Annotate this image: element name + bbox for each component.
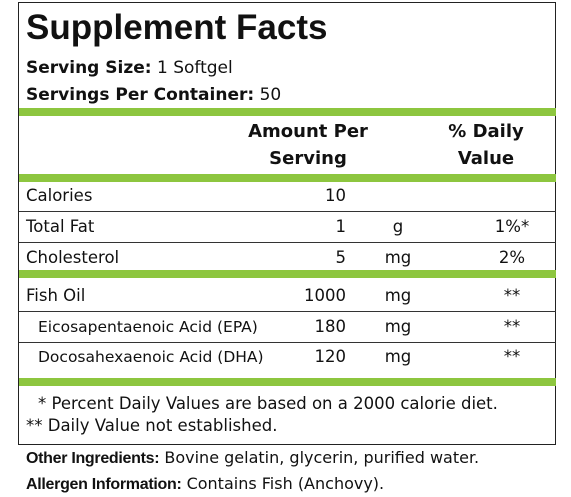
row-name: Cholesterol xyxy=(26,248,120,267)
serving-size-value: 1 Softgel xyxy=(156,58,233,78)
dv-header: % Daily Value xyxy=(448,121,524,169)
title: Supplement Facts xyxy=(26,8,328,47)
row-unit: mg xyxy=(384,347,412,366)
row-dv: ** xyxy=(503,286,521,305)
row-dv: 2% xyxy=(498,248,526,267)
row-dv: ** xyxy=(503,317,521,336)
row-dv: 1%* xyxy=(494,217,530,236)
row-amount: 180 xyxy=(314,317,347,336)
amount-header: Amount Per Serving xyxy=(248,121,368,169)
row-name: Eicosapentaenoic Acid (EPA) xyxy=(38,318,258,336)
row-amount: 5 xyxy=(335,248,347,267)
row-name: Total Fat xyxy=(26,217,95,236)
servings-per-container: Servings Per Container: 50 xyxy=(26,84,281,106)
row-amount: 1000 xyxy=(304,286,346,305)
row-unit: mg xyxy=(384,248,412,267)
other-ingredients-label: Other Ingredients: xyxy=(26,450,160,467)
green-bar xyxy=(19,174,556,182)
green-bar xyxy=(19,108,556,116)
row-unit: g xyxy=(392,217,404,236)
footnote: ** Daily Value not established. xyxy=(26,416,278,435)
serving-size-label: Serving Size: xyxy=(26,58,152,78)
divider xyxy=(19,311,556,312)
row-amount: 1 xyxy=(335,217,347,236)
row-amount: 120 xyxy=(314,347,347,366)
divider xyxy=(19,342,556,343)
row-name: Calories xyxy=(26,186,93,205)
allergen-information: Allergen Information: Contains Fish (Anc… xyxy=(26,473,384,496)
allergen-value: Contains Fish (Anchovy). xyxy=(186,474,385,493)
serving-size: Serving Size: 1 Softgel xyxy=(26,57,233,79)
label-box xyxy=(18,2,556,445)
green-bar xyxy=(19,270,556,278)
row-name: Fish Oil xyxy=(26,286,86,305)
row-unit: mg xyxy=(384,317,412,336)
other-ingredients: Other Ingredients: Bovine gelatin, glyce… xyxy=(26,447,479,470)
row-dv: ** xyxy=(503,347,521,366)
footnote: * Percent Daily Values are based on a 20… xyxy=(38,394,498,413)
servings-label: Servings Per Container: xyxy=(26,85,255,105)
allergen-label: Allergen Information: xyxy=(26,476,182,493)
row-amount: 10 xyxy=(325,186,346,205)
divider xyxy=(19,211,556,212)
servings-value: 50 xyxy=(259,85,282,105)
green-bar xyxy=(19,378,556,386)
other-ingredients-value: Bovine gelatin, glycerin, purified water… xyxy=(164,448,480,467)
row-name: Docosahexaenoic Acid (DHA) xyxy=(38,348,264,366)
row-unit: mg xyxy=(384,286,412,305)
divider xyxy=(19,242,556,243)
